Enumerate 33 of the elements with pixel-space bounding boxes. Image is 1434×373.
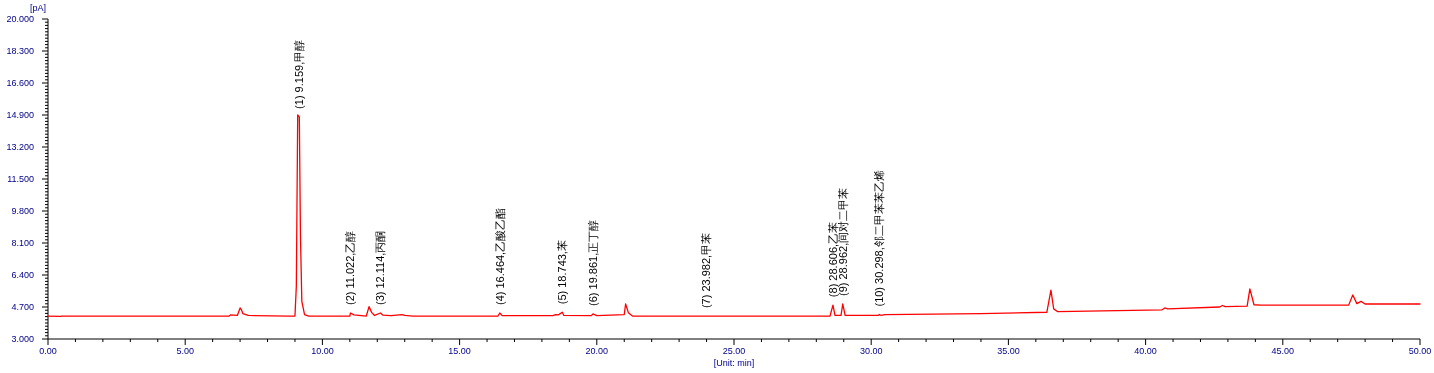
annotation: (6) 19.861,正丁醇 bbox=[586, 219, 599, 306]
x-axis-title: [Unit: min] bbox=[713, 358, 755, 368]
x-tick-label: 10.00 bbox=[311, 346, 334, 356]
x-tick-label: 25.00 bbox=[722, 346, 746, 356]
y-tick-label: 8.100 bbox=[11, 238, 34, 248]
annotation: (5) 18.743,苯 bbox=[556, 240, 569, 305]
y-tick-label: 16.600 bbox=[6, 78, 34, 88]
y-tick-label: 4.700 bbox=[11, 302, 34, 312]
y-tick-label: 9.800 bbox=[11, 206, 34, 216]
annotation: (2) 11.022,乙醇 bbox=[344, 230, 357, 306]
x-tick-label: 30.00 bbox=[859, 346, 883, 356]
x-tick-label: 45.00 bbox=[1271, 346, 1295, 356]
annotation: (1) 9.159,甲醇 bbox=[293, 39, 306, 109]
x-tick-label: 20.00 bbox=[585, 346, 609, 356]
line-series bbox=[47, 114, 1421, 318]
x-tick-label: 40.00 bbox=[1134, 346, 1157, 356]
x-tick-label: 50.00 bbox=[1408, 346, 1432, 356]
y-tick-label: 20.000 bbox=[6, 14, 34, 24]
y-tick-label: 11.500 bbox=[7, 174, 34, 184]
y-tick-label: 14.900 bbox=[6, 110, 34, 120]
y-tick-label: 13.200 bbox=[6, 142, 34, 152]
y-tick-label: 18.300 bbox=[6, 46, 34, 56]
annotation: (4) 16.464,乙酸乙酯 bbox=[493, 207, 506, 306]
x-tick-label: 15.00 bbox=[448, 346, 471, 356]
y-tick-label: 6.400 bbox=[11, 270, 34, 280]
annotation: (10) 30.298,邻二甲苯苯乙烯 bbox=[873, 170, 886, 307]
annotation: (3) 12.114,丙酮 bbox=[374, 230, 387, 306]
y-axis-title: [pA] bbox=[29, 3, 47, 13]
x-tick-label: 35.00 bbox=[997, 346, 1020, 356]
x-tick-label: 5.00 bbox=[176, 346, 194, 356]
y-tick-label: 3.000 bbox=[11, 334, 34, 344]
x-tick-label: 0.00 bbox=[39, 346, 57, 356]
annotation: (7) 23.982,甲苯 bbox=[700, 232, 713, 309]
